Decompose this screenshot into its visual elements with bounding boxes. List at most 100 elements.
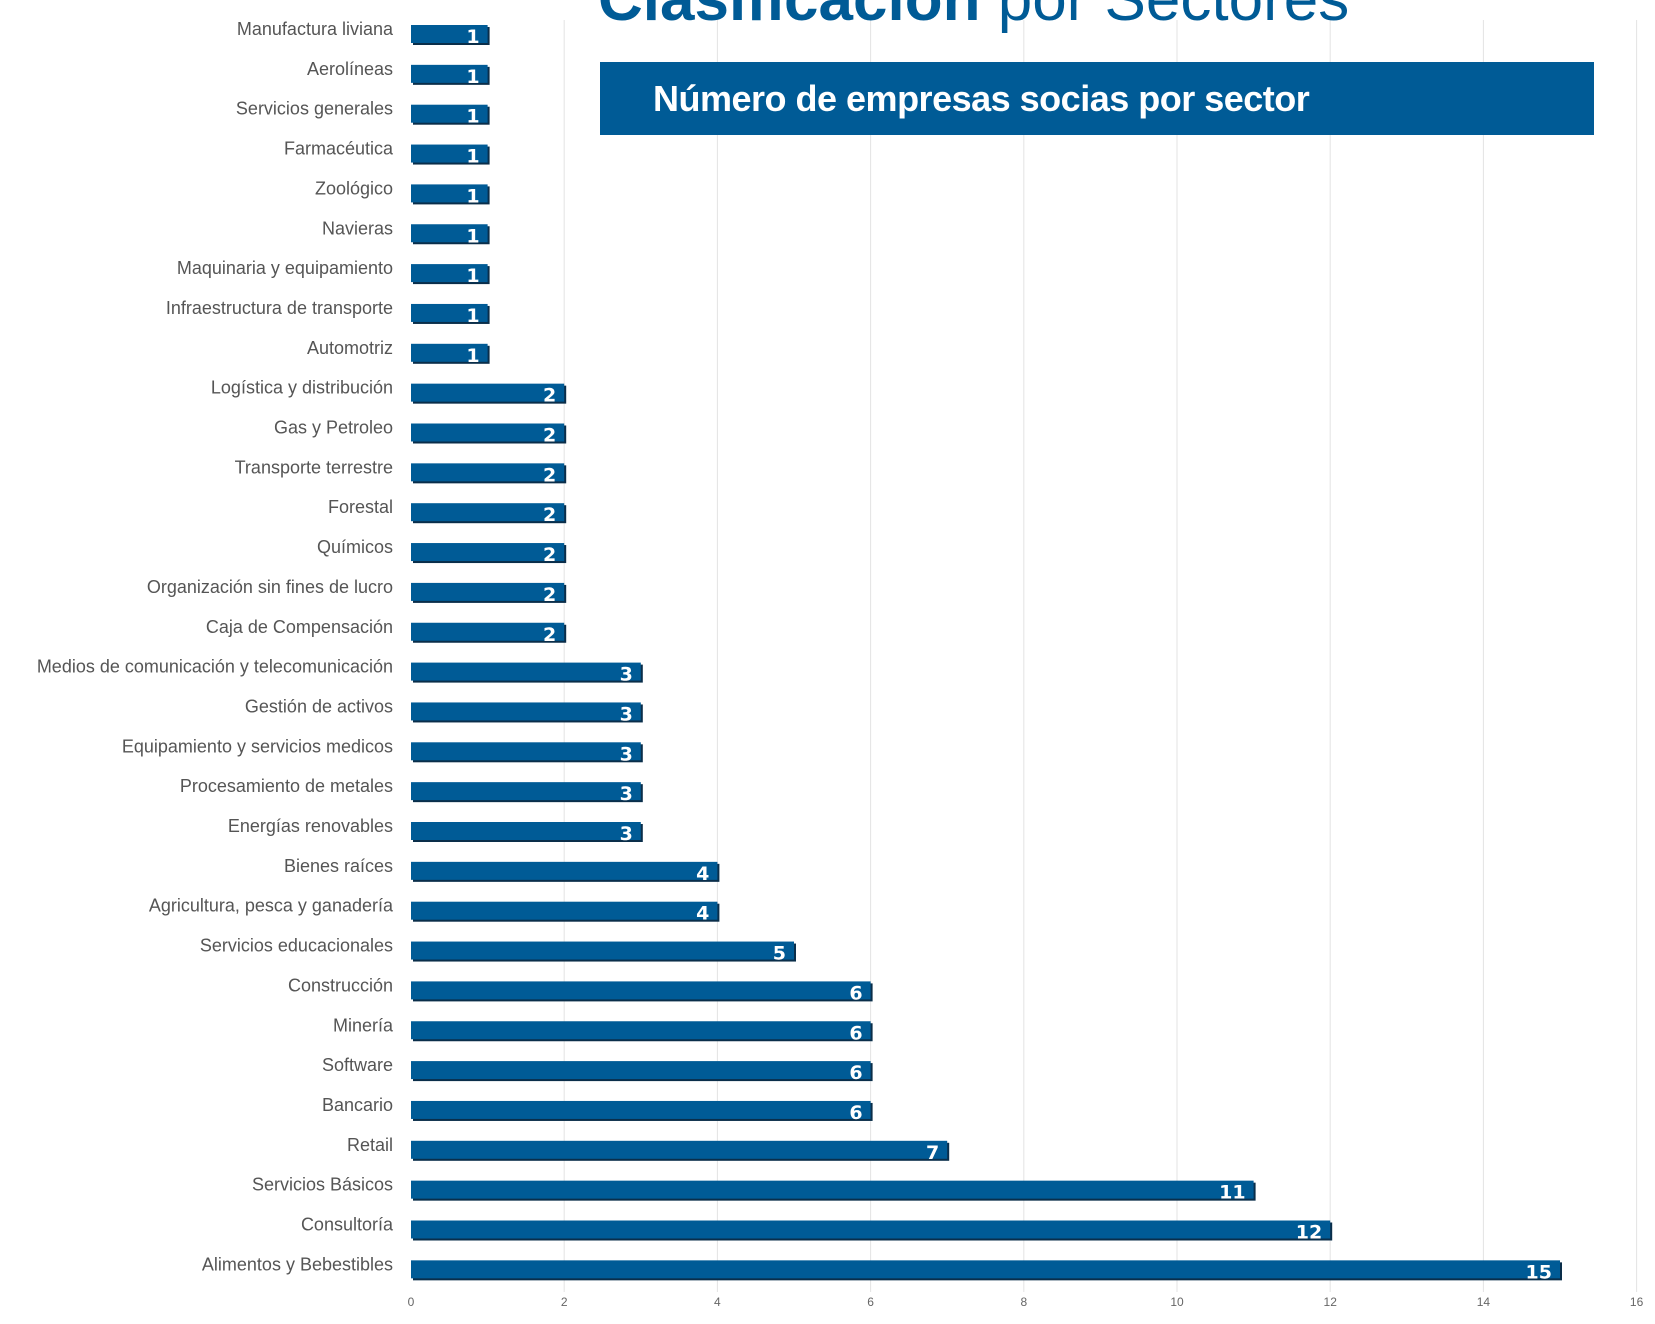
x-tick-label: 6 [867, 1295, 874, 1309]
bar [411, 622, 565, 641]
category-label: Forestal [328, 497, 393, 517]
bar [411, 503, 565, 522]
bar [411, 702, 641, 721]
bar-value-label: 6 [849, 1062, 862, 1084]
bar-value-label: 1 [466, 146, 479, 168]
category-label: Gas y Petroleo [274, 418, 393, 438]
bar-value-label: 6 [849, 1022, 862, 1044]
bar [411, 343, 488, 362]
bar [411, 1140, 948, 1159]
category-label: Agricultura, pesca y ganadería [149, 896, 394, 916]
category-label: Zoológico [315, 178, 393, 198]
bar-value-label: 2 [543, 504, 556, 526]
bar [411, 423, 565, 442]
category-label: Transporte terrestre [235, 457, 393, 477]
bar-value-label: 4 [696, 903, 709, 925]
category-label: Maquinaria y equipamiento [177, 258, 393, 278]
bar [411, 582, 565, 601]
bar-value-label: 3 [620, 743, 633, 765]
bar [411, 981, 871, 1000]
bar [411, 782, 641, 801]
category-label: Farmacéutica [284, 139, 394, 159]
category-label: Navieras [322, 218, 393, 238]
x-axis-ticks: 0 2 4 6 8 10 12 14 16 [408, 1295, 1644, 1309]
x-tick-label: 8 [1020, 1295, 1027, 1309]
category-label: Servicios generales [236, 99, 393, 119]
category-label: Bienes raíces [284, 856, 393, 876]
bar-value-label: 7 [926, 1142, 939, 1164]
category-label: Energías renovables [228, 816, 393, 836]
bar [411, 463, 565, 482]
category-label: Logística y distribución [211, 378, 393, 398]
category-label: Gestión de activos [245, 696, 393, 716]
category-label: Químicos [317, 537, 393, 557]
bar-value-label: 2 [543, 624, 556, 646]
bar-value-label: 1 [466, 26, 479, 48]
bar-value-label: 11 [1219, 1182, 1245, 1204]
page-title: Clasificación por Sectores [598, 0, 1349, 36]
x-tick-label: 12 [1324, 1295, 1338, 1309]
bar-value-label: 1 [466, 305, 479, 327]
category-label: Alimentos y Bebestibles [202, 1254, 393, 1274]
bar [411, 64, 488, 83]
category-label: Procesamiento de metales [180, 776, 393, 796]
category-label: Caja de Compensación [206, 617, 393, 637]
category-label: Infraestructura de transporte [166, 298, 393, 318]
gridlines [563, 20, 1638, 1292]
bar [411, 224, 488, 243]
bar [411, 742, 641, 761]
category-label: Minería [333, 1015, 394, 1035]
bar-value-label: 3 [620, 823, 633, 845]
bar-value-label: 3 [620, 703, 633, 725]
category-label: Bancario [322, 1095, 393, 1115]
category-label: Consultoría [301, 1215, 394, 1235]
bar [411, 25, 488, 43]
category-label: Construcción [288, 975, 393, 995]
bar-value-label: 15 [1526, 1261, 1552, 1283]
bar [411, 104, 488, 123]
category-label: Medios de comunicación y telecomunicació… [37, 657, 393, 677]
bar-value-label: 5 [773, 943, 786, 965]
x-tick-label: 10 [1170, 1295, 1184, 1309]
bar [411, 264, 488, 283]
bar-value-label: 2 [543, 584, 556, 606]
bar [411, 383, 565, 402]
category-labels: Manufactura liviana Aerolíneas Servicios g… [37, 19, 394, 1274]
bar-value-label: 4 [696, 863, 709, 885]
bar [411, 543, 565, 562]
chart-subtitle: Número de empresas socias por sector [653, 77, 1310, 119]
bar [411, 662, 641, 681]
bar-value-label: 1 [466, 185, 479, 207]
bar-value-label: 2 [543, 425, 556, 447]
bar-value-label: 6 [849, 982, 862, 1004]
bar-value-label: 1 [466, 225, 479, 247]
x-tick-label: 0 [408, 1295, 415, 1309]
x-tick-label: 16 [1630, 1295, 1644, 1309]
bar [411, 144, 488, 163]
bar [411, 184, 488, 203]
bar [411, 303, 488, 322]
subtitle-banner: Número de empresas socias por sector [600, 62, 1594, 135]
category-label: Aerolíneas [307, 59, 393, 79]
bar-value-label: 2 [543, 464, 556, 486]
page-title-light: por Sectores [998, 0, 1350, 34]
x-tick-label: 4 [714, 1295, 721, 1309]
bar-value-label: 3 [620, 664, 633, 686]
bar-value-label: 2 [543, 385, 556, 407]
bar-value-label: 1 [466, 106, 479, 128]
bar [411, 1061, 871, 1080]
bar-value-label: 1 [466, 66, 479, 88]
bar [411, 901, 718, 920]
bar [411, 1100, 871, 1119]
category-label: Servicios Básicos [252, 1175, 393, 1195]
bar [411, 1021, 871, 1040]
bar-value-label: 2 [543, 544, 556, 566]
category-label: Servicios educacionales [200, 936, 393, 956]
category-label: Manufactura liviana [237, 19, 394, 39]
bar [411, 822, 641, 840]
category-label: Equipamiento y servicios medicos [122, 736, 393, 756]
bar-value-label: 12 [1296, 1222, 1322, 1244]
bar [411, 941, 794, 960]
